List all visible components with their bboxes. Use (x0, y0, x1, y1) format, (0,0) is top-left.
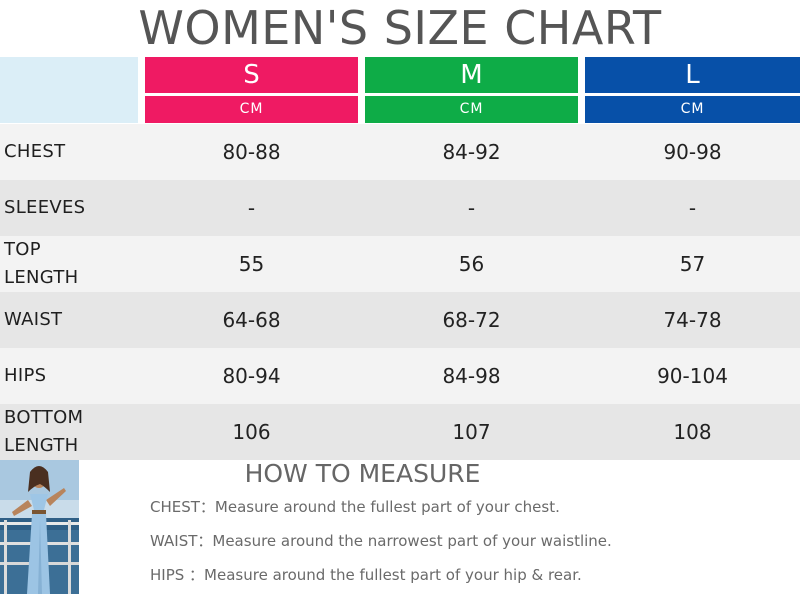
measure-note-chest: CHEST：Measure around the fullest part of… (150, 497, 560, 517)
row-label-bottom-length: BOTTOM LENGTH (4, 407, 84, 456)
note-key: WAIST： (150, 532, 213, 550)
table-row: TOP LENGTH 55 56 57 (0, 236, 800, 292)
note-text: Measure around the fullest part of your … (204, 566, 582, 584)
row-label-top-length: TOP LENGTH (4, 239, 79, 288)
table-cell: 84-98 (442, 364, 501, 388)
table-row: SLEEVES - - - (0, 180, 800, 236)
table-row: CHEST 80-88 84-92 90-98 (0, 124, 800, 180)
measure-note-hips: HIPS ：Measure around the fullest part of… (150, 565, 582, 585)
table-cell: 107 (452, 420, 491, 444)
size-header-l: L (585, 57, 800, 93)
size-header-m: M (365, 57, 578, 93)
header-corner (0, 57, 138, 123)
size-header-s: S (145, 57, 358, 93)
table-cell: 68-72 (442, 308, 501, 332)
row-label-waist: WAIST (4, 309, 63, 330)
table-cell: - (247, 196, 256, 220)
unit-header-l: CM (585, 96, 800, 123)
table-cell: 55 (238, 252, 265, 276)
row-label-sleeves: SLEEVES (4, 197, 86, 218)
table-row: WAIST 64-68 68-72 74-78 (0, 292, 800, 348)
row-label-chest: CHEST (4, 141, 66, 162)
table-cell: - (467, 196, 476, 220)
table-cell: 64-68 (222, 308, 281, 332)
table-cell: 90-104 (657, 364, 728, 388)
table-cell: 74-78 (663, 308, 722, 332)
table-cell: 90-98 (663, 140, 722, 164)
table-cell: 108 (673, 420, 712, 444)
table-cell: 84-92 (442, 140, 501, 164)
how-to-measure-title: HOW TO MEASURE (244, 459, 481, 488)
table-cell: 80-88 (222, 140, 281, 164)
note-key: CHEST： (150, 498, 215, 516)
unit-header-s: CM (145, 96, 358, 123)
row-label-hips: HIPS (4, 365, 47, 386)
table-cell: 80-94 (222, 364, 281, 388)
note-text: Measure around the fullest part of your … (214, 498, 560, 516)
table-row: BOTTOM LENGTH 106 107 108 (0, 404, 800, 460)
note-key: HIPS ： (150, 566, 205, 584)
table-row: HIPS 80-94 84-98 90-104 (0, 348, 800, 404)
unit-header-m: CM (365, 96, 578, 123)
table-cell: 56 (458, 252, 485, 276)
model-photo (0, 460, 79, 594)
note-text: Measure around the narrowest part of you… (212, 532, 612, 550)
table-cell: - (688, 196, 697, 220)
measure-note-waist: WAIST：Measure around the narrowest part … (150, 531, 612, 551)
table-cell: 106 (232, 420, 271, 444)
table-cell: 57 (679, 252, 706, 276)
page-title: WOMEN'S SIZE CHART (138, 1, 662, 55)
